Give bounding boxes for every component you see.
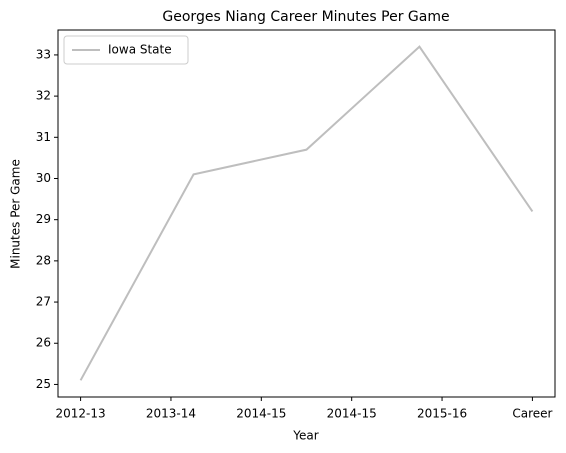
x-tick-label: 2012-13: [56, 407, 106, 421]
x-axis-label: Year: [292, 429, 318, 443]
y-tick-label: 25: [36, 377, 51, 391]
y-tick-label: 29: [36, 212, 51, 226]
x-tick-label: 2015-16: [417, 407, 467, 421]
line: [79, 45, 534, 381]
x-tick-label: 2013-14: [146, 407, 196, 421]
y-tick-label: 27: [36, 295, 51, 309]
legend-box: [63, 35, 189, 65]
chart-title: Georges Niang Career Minutes Per Game: [162, 9, 449, 25]
x-tick-label: Career: [512, 407, 552, 421]
y-tick-label: 32: [36, 89, 51, 103]
y-tick-label: 31: [36, 130, 51, 144]
y-tick-label: 26: [36, 336, 51, 350]
y-axis-label: Minutes Per Game: [9, 159, 23, 269]
x-tick-label: 2014-15: [327, 407, 377, 421]
legend-label: Iowa State: [108, 43, 172, 57]
y-tick-label: 30: [36, 171, 51, 185]
y-tick-label: 28: [36, 253, 51, 267]
x-tick-label: 2014-15: [236, 407, 286, 421]
plot-frame: [57, 29, 556, 398]
y-tick-label: 33: [36, 47, 51, 61]
